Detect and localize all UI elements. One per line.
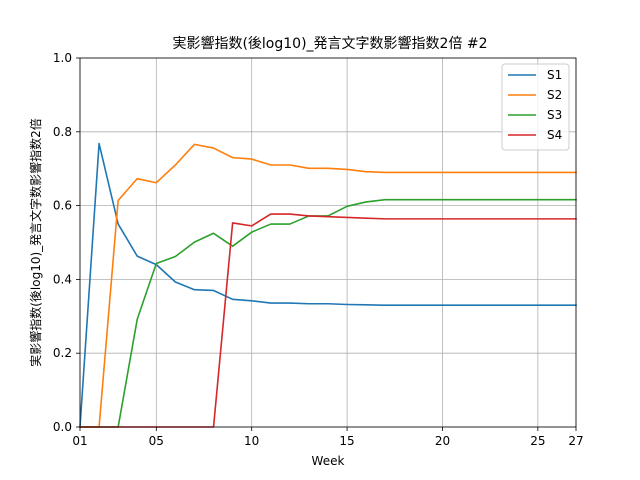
y-tick-label: 0.6 <box>53 199 72 213</box>
legend-box <box>501 63 570 151</box>
y-tick-label: 0.2 <box>53 346 72 360</box>
x-tick-label: 15 <box>339 434 354 448</box>
legend: S1 S2 S3 S4 <box>501 63 570 151</box>
y-tick-label: 0.0 <box>53 420 72 434</box>
x-tick-label: 01 <box>72 434 87 448</box>
legend-label-s2: S2 <box>547 88 562 102</box>
plot-frame <box>79 57 577 428</box>
series-line-s3 <box>79 198 577 428</box>
x-tick-label: 25 <box>530 434 545 448</box>
x-tick-label: 20 <box>435 434 450 448</box>
legend-label-s4: S4 <box>547 128 562 142</box>
legend-label-s1: S1 <box>547 68 562 82</box>
y-tick-label: 1.0 <box>53 51 72 65</box>
y-tick-label: 0.4 <box>53 272 72 286</box>
series-line-s2 <box>79 143 577 428</box>
y-axis-label: 実影響指数(後log10)_発言文字数影響指数2倍 <box>28 118 43 367</box>
legend-label-s3: S3 <box>547 108 562 122</box>
series-lines <box>79 142 577 428</box>
x-tick-label: 10 <box>244 434 259 448</box>
chart-title: 実影響指数(後log10)_発言文字数影響指数2倍 #2 <box>172 35 487 52</box>
x-axis-label: Week <box>312 454 345 468</box>
y-axis-ticks: 0.0 0.2 0.4 0.6 0.8 1.0 <box>53 51 80 434</box>
x-axis-ticks: 01 05 10 15 20 25 27 <box>72 427 584 448</box>
series-line-s4 <box>79 213 577 428</box>
y-tick-label: 0.8 <box>53 125 72 139</box>
series-line-s1 <box>79 142 577 428</box>
x-tick-label: 05 <box>149 434 164 448</box>
x-tick-label: 27 <box>568 434 583 448</box>
